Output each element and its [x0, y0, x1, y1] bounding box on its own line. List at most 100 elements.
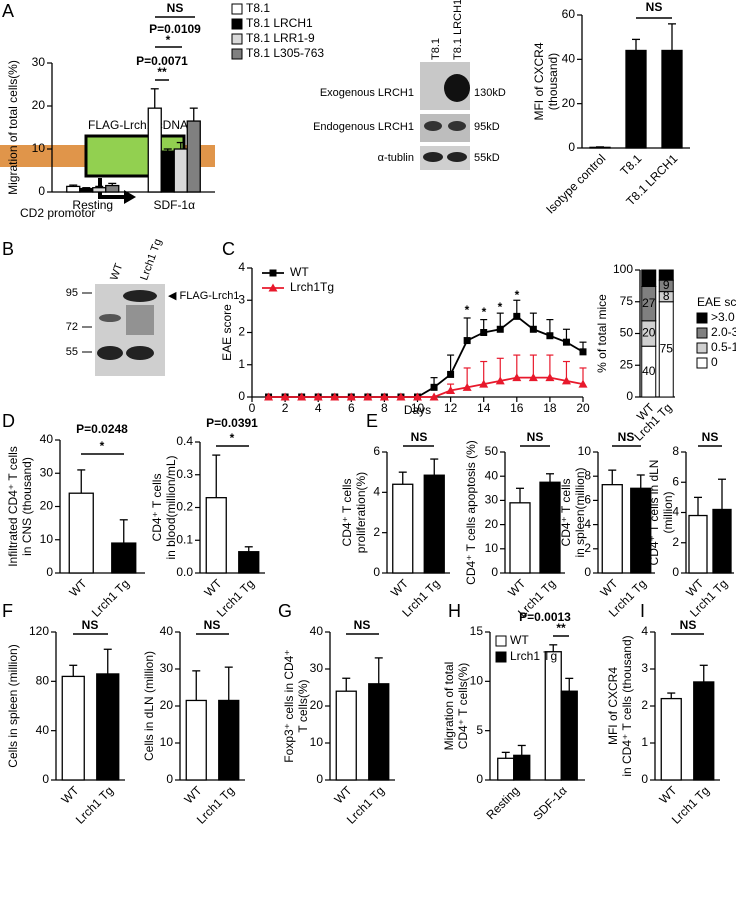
x-tick-label: 8 [381, 401, 388, 415]
legend-label: T8.1 LRR1-9 [246, 31, 315, 45]
panel-letter: A [2, 1, 14, 21]
legend-swatch [696, 312, 708, 324]
bar [368, 683, 390, 781]
bar [513, 754, 531, 781]
significance-label: NS [204, 618, 221, 632]
marker [447, 370, 455, 378]
data-label: 9 [663, 278, 670, 292]
promoter-label: CD2 promotor [20, 206, 95, 220]
y-tick-label: 10 [40, 532, 54, 546]
marker [512, 373, 522, 382]
bar [392, 483, 414, 574]
bar [105, 184, 120, 193]
marker [280, 392, 290, 401]
significance-label: NS [354, 618, 371, 632]
legend-label: T8.1 LRCH1 [246, 16, 313, 30]
significance-label: * [515, 288, 520, 302]
panel-letter: B [2, 239, 14, 259]
y-tick-label: 0 [672, 565, 679, 579]
y-tick-label: 40 [485, 468, 499, 482]
y-tick-label: 120 [29, 624, 49, 638]
significance-label: NS [527, 430, 544, 444]
x-tick-label: T8.1 [617, 151, 644, 178]
bar [66, 185, 81, 193]
y-axis-label: CD4⁺ T cells in dLN [647, 460, 661, 566]
y-tick-label: 50 [620, 326, 634, 340]
x-tick-label: 0 [249, 401, 256, 415]
legend-label: Lrch1Tg [290, 280, 334, 294]
size-label: 95kD [474, 121, 500, 133]
x-tick-label: 14 [477, 401, 491, 415]
marker [495, 376, 505, 385]
y-tick-label: 0.3 [176, 467, 193, 481]
significance-label: NS [167, 1, 184, 15]
panel-letter: E [366, 411, 378, 431]
western-blot [82, 284, 165, 376]
y-tick-label: 0.1 [176, 532, 193, 546]
bar [173, 148, 188, 193]
y-axis-label: (thousand) [546, 53, 560, 110]
x-tick-label: WT [202, 576, 226, 600]
bar [688, 514, 708, 574]
marker [346, 392, 356, 401]
y-tick-label: 6 [584, 493, 591, 507]
promoter-arrowhead [124, 190, 136, 204]
bar [335, 690, 357, 781]
significance-label: P=0.0391 [206, 416, 258, 430]
bar [160, 150, 175, 193]
significance-label: P=0.0109 [149, 22, 201, 36]
significance-label: * [465, 303, 470, 317]
legend-title: EAE scores [697, 295, 736, 309]
bar [423, 474, 445, 574]
y-tick-label: 20 [310, 698, 324, 712]
y-axis-label: CD4⁺ T cells apoptosis (%) [464, 440, 478, 585]
significance-label: * [100, 439, 105, 453]
y-tick-label: 60 [562, 7, 576, 21]
bar-segment [658, 269, 674, 281]
y-tick-label: 8 [672, 444, 679, 458]
bar [661, 49, 683, 149]
y-tick-label: 0 [46, 565, 53, 579]
legend-label: >3.0 [711, 310, 735, 324]
x-tick-label: WT [598, 576, 622, 600]
y-axis-label: MFI of CXCR4 [532, 42, 546, 120]
legend-swatch [696, 357, 708, 369]
marker [579, 348, 587, 356]
panel-letter: H [448, 601, 461, 621]
y-axis-label: in spleen(million) [573, 467, 587, 557]
marker [268, 283, 278, 292]
significance-label: * [166, 33, 171, 47]
y-axis-label: % of total mice [595, 294, 609, 373]
y-tick-label: 2 [238, 325, 245, 339]
significance-label: NS [680, 618, 697, 632]
significance-label: ** [556, 621, 566, 635]
y-tick-label: 10 [470, 674, 484, 688]
y-tick-label: 2 [641, 698, 648, 712]
significance-label: P=0.0071 [136, 54, 188, 68]
x-tick-label: 12 [444, 401, 458, 415]
y-tick-label: 0 [166, 772, 173, 786]
panel-letter: I [640, 601, 645, 621]
y-tick-label: 30 [32, 55, 46, 69]
x-tick-label: SDF-1α [153, 198, 195, 212]
panel-letter: G [278, 601, 292, 621]
x-tick-label: Resting [72, 198, 113, 212]
y-tick-label: 0 [641, 772, 648, 786]
y-tick-label: 20 [32, 98, 46, 112]
significance-label: P=0.0013 [519, 610, 571, 624]
y-tick-label: 75 [620, 294, 634, 308]
y-tick-label: 80 [36, 674, 50, 688]
marker [429, 392, 439, 401]
x-tick-label: Lrch1 Tg [89, 576, 132, 619]
significance-label: NS [411, 430, 428, 444]
marker [578, 379, 588, 388]
bar [625, 49, 647, 149]
y-tick-label: 15 [470, 624, 484, 638]
x-tick-label: WT [67, 576, 91, 600]
x-tick-label: Lrch1 Tg [73, 783, 116, 826]
y-tick-label: 8 [584, 468, 591, 482]
y-tick-label: 0.2 [176, 500, 193, 514]
y-axis-label: CD4⁺ T cells [340, 479, 354, 547]
y-axis-label: proliferation(%) [354, 472, 368, 553]
y-tick-label: 30 [310, 661, 324, 675]
